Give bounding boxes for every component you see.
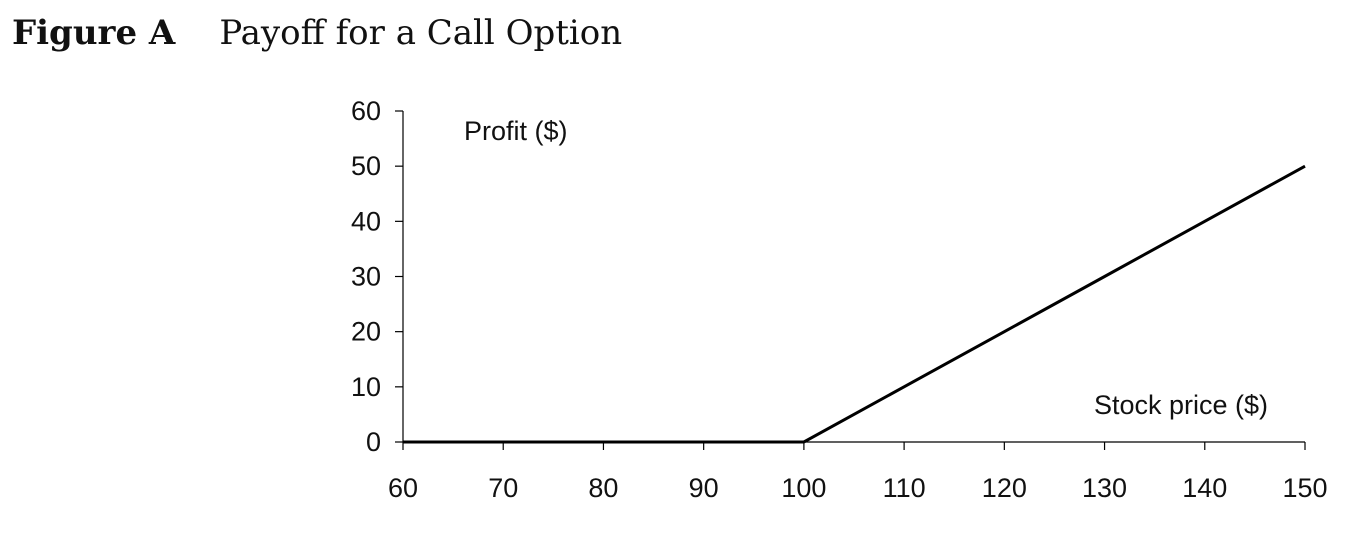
y-tick-label: 60 — [351, 96, 381, 126]
x-tick-label: 100 — [781, 473, 826, 503]
y-tick-label: 30 — [351, 262, 381, 292]
y-axis-label: Profit ($) — [464, 116, 568, 146]
x-tick-label: 60 — [388, 473, 418, 503]
figure-heading: Figure A Payoff for a Call Option — [12, 8, 622, 58]
x-tick-label: 120 — [982, 473, 1027, 503]
x-tick-label: 90 — [689, 473, 719, 503]
y-tick-label: 20 — [351, 317, 381, 347]
x-tick-label: 110 — [883, 473, 926, 503]
x-tick-label: 140 — [1182, 473, 1227, 503]
y-tick-label: 40 — [351, 206, 381, 236]
x-tick-label: 80 — [588, 473, 618, 503]
x-tick-label: 70 — [488, 473, 518, 503]
payoff-line — [403, 164, 1306, 444]
y-tick-label: 10 — [351, 372, 381, 402]
series — [403, 164, 1306, 444]
x-tick-label: 150 — [1282, 473, 1327, 503]
x-axis-label: Stock price ($) — [1094, 390, 1268, 420]
figure-label: Figure A — [12, 13, 176, 53]
y-tick-label: 50 — [351, 151, 381, 181]
x-tick-label: 130 — [1082, 473, 1127, 503]
ticks: 0 10 20 30 40 50 60 60 70 80 90 100 110 120 130 140 150 — [351, 96, 1328, 503]
y-tick-label: 0 — [366, 427, 381, 457]
figure-title: Payoff for a Call Option — [219, 13, 623, 53]
